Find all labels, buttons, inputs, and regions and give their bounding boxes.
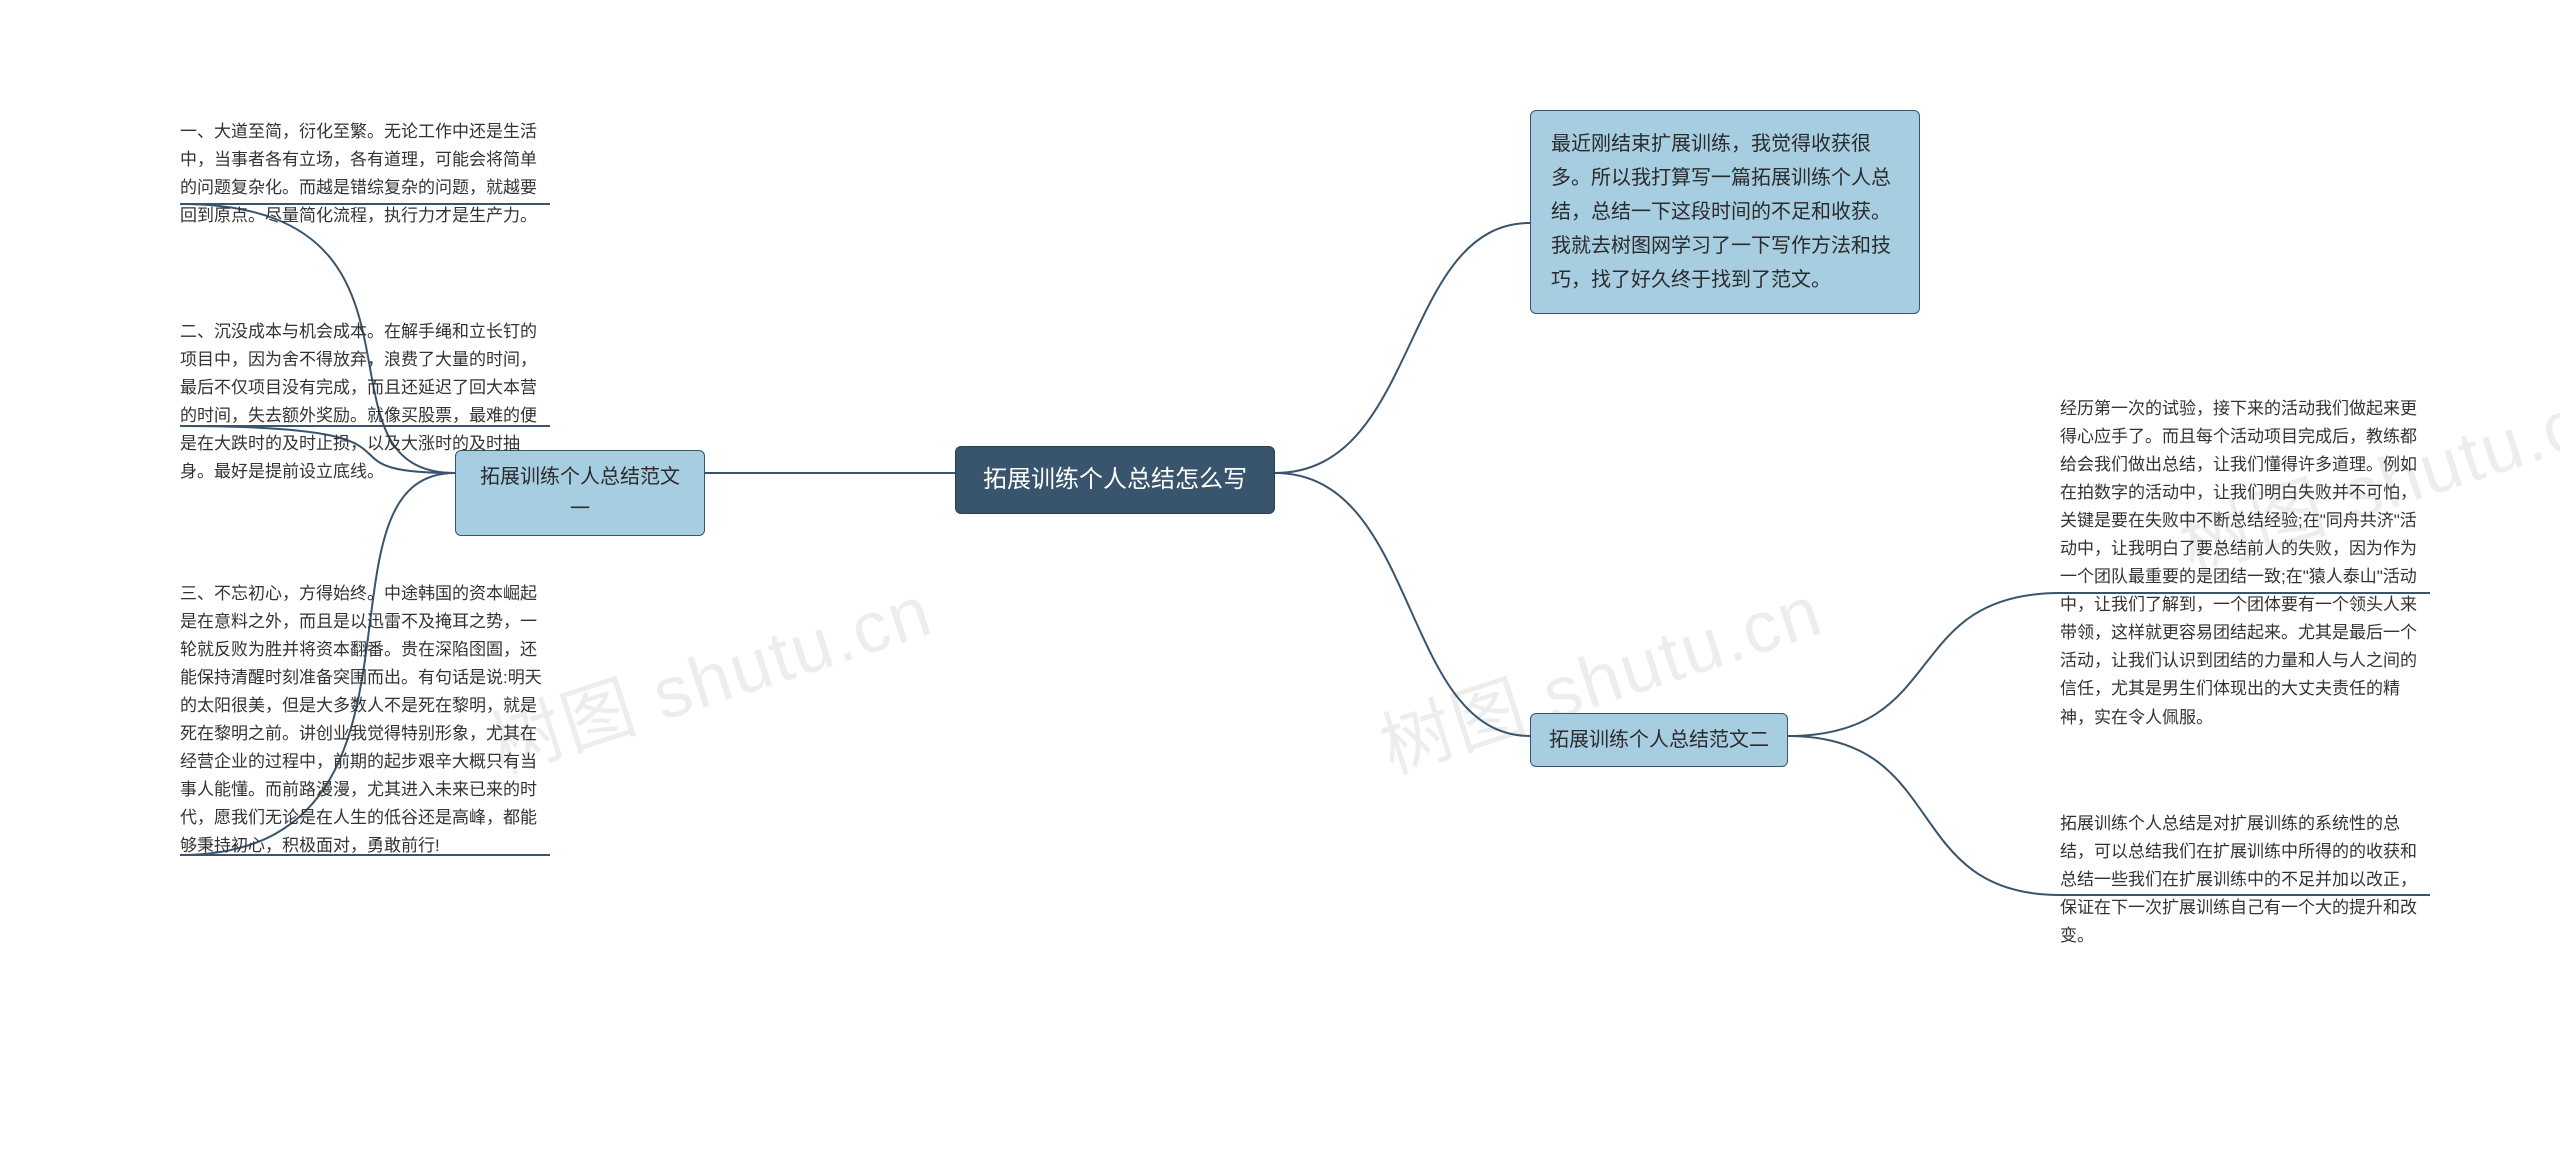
right-branch-label: 拓展训练个人总结范文二 (1549, 724, 1769, 756)
intro-node-text: 最近刚结束扩展训练，我觉得收获很多。所以我打算写一篇拓展训练个人总结，总结一下这… (1551, 127, 1899, 297)
right-branch-node: 拓展训练个人总结范文二 (1530, 713, 1788, 767)
center-node: 拓展训练个人总结怎么写 (955, 446, 1275, 514)
right-leaf-1: 经历第一次的试验，接下来的活动我们做起来更得心应手了。而且每个活动项目完成后，教… (2060, 395, 2430, 732)
intro-node: 最近刚结束扩展训练，我觉得收获很多。所以我打算写一篇拓展训练个人总结，总结一下这… (1530, 110, 1920, 314)
left-leaf-2: 二、沉没成本与机会成本。在解手绳和立长钉的项目中，因为舍不得放弃，浪费了大量的时… (180, 318, 550, 486)
left-leaf-1: 一、大道至简，衍化至繁。无论工作中还是生活中，当事者各有立场，各有道理，可能会将… (180, 118, 550, 230)
right-leaf-2: 拓展训练个人总结是对扩展训练的系统性的总结，可以总结我们在扩展训练中所得的的收获… (2060, 810, 2430, 950)
center-node-label: 拓展训练个人总结怎么写 (983, 461, 1247, 499)
left-leaf-3: 三、不忘初心，方得始终。中途韩国的资本崛起是在意料之外，而且是以迅雷不及掩耳之势… (180, 580, 550, 860)
